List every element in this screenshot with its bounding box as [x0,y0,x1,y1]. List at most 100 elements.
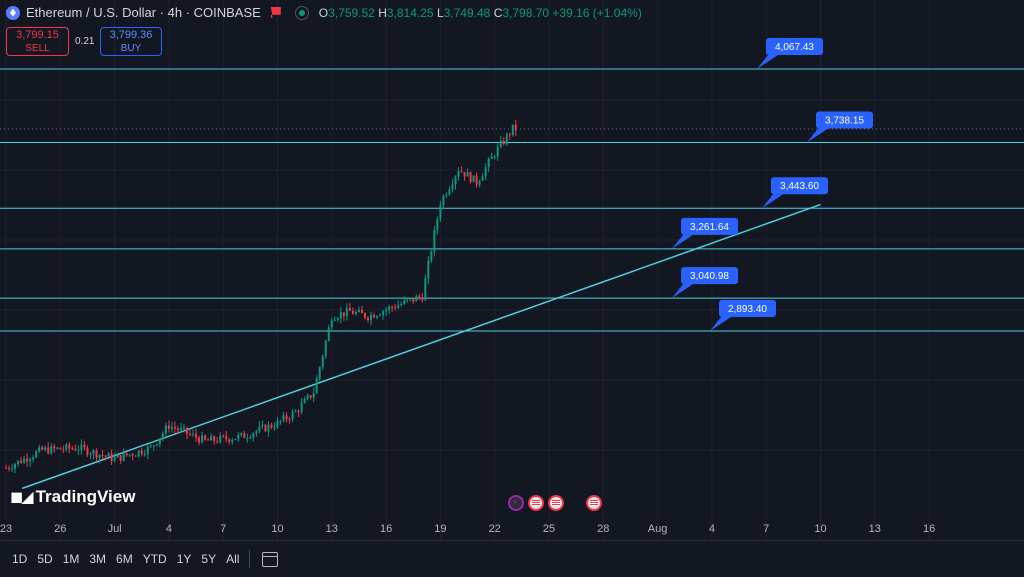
candle-body [442,195,445,206]
candle-body [204,435,207,440]
level-labels[interactable]: 4,067.43 3,738.15 3,443.60 3,261.64 3,040.98… [672,38,873,331]
candle-body [47,447,50,454]
candle-body [490,156,493,159]
candle-body [327,327,330,341]
candle-body [270,424,273,428]
trendline[interactable] [21,203,821,490]
timeframe-1d-button[interactable]: 1D [12,552,28,566]
level-label-box [681,217,738,235]
candle-body [189,433,192,435]
buy-button[interactable]: 3,799.36 BUY [100,27,162,56]
calendar-icon[interactable] [262,551,279,567]
candle-body [424,278,427,301]
candle-body [351,311,354,315]
us-flag-icon[interactable] [548,495,564,511]
level-label-text: 2,893.40 [728,304,767,315]
candle-body [418,296,421,298]
candle-body [195,433,198,438]
candle-body [508,134,511,136]
candle-body [228,439,231,442]
timeframe-1y-button[interactable]: 1Y [176,552,192,566]
candle-body [255,431,258,434]
level-label-text: 3,261.64 [690,222,729,233]
candle-body [487,158,490,168]
candle-body [167,425,170,429]
candle-body [164,425,167,434]
candle-body [376,315,379,318]
candle-body [472,175,475,183]
candle-body [20,460,23,463]
timeframe-5y-button[interactable]: 5Y [201,552,217,566]
candle-body [56,447,59,449]
time-axis-label: 26 [54,523,67,535]
candle-body [502,140,505,144]
timeframe-1m-button[interactable]: 1M [62,552,80,566]
ohlc-values: O3,759.52 H3,814.25 L3,749.48 C3,798.70 … [319,6,642,20]
candle-body [246,437,249,439]
candle-body [345,308,348,317]
candle-body [439,205,442,219]
candle-body [38,447,41,452]
candle-body [363,313,366,318]
timeframe-ytd-button[interactable]: YTD [142,552,167,566]
candle-body [460,171,463,173]
us-flag-icon[interactable] [586,495,602,511]
candle-body [107,453,110,457]
buy-price: 3,799.36 [109,29,153,41]
candle-body [303,398,306,404]
candle-body [92,450,95,455]
market-status-icon[interactable] [294,5,309,20]
lightning-icon[interactable] [508,495,524,511]
candle-body [179,428,182,431]
timeframe-buttons: 1D 5D 1M 3M 6M YTD 1Y 5Y All [0,552,240,566]
horizontal-levels[interactable] [0,68,1024,332]
candle-body [454,176,457,185]
timeframe-6m-button[interactable]: 6M [116,552,133,566]
candle-body [478,180,481,185]
candle-body [140,450,143,455]
level-label-text: 3,738.15 [825,115,864,126]
candle-body [26,458,29,462]
candle-body [321,355,324,368]
candle-body [379,315,382,317]
timeframe-all-button[interactable]: All [226,552,240,566]
candle-body [158,438,161,445]
candle-body [463,172,466,177]
candle-body [282,415,285,421]
candle-body [403,300,406,304]
candle-body [104,455,107,457]
price-chart[interactable]: 4,067.43 3,738.15 3,443.60 3,261.64 3,040.98… [0,0,1024,540]
flag-icon[interactable] [270,7,281,18]
candle-body [267,424,270,432]
ethereum-icon[interactable] [6,5,20,20]
candle-body [119,455,122,461]
candle-body [466,172,469,177]
candle-body [499,140,502,147]
candle-body [137,450,140,456]
label-pointer [757,55,778,69]
time-axis-label: 25 [542,523,556,535]
timeframe-5d-button[interactable]: 5D [37,552,53,566]
us-flag-icon[interactable] [528,495,544,511]
candle-body [273,427,276,429]
label-pointer [672,284,693,299]
candle-body [240,433,243,435]
timeframe-3m-button[interactable]: 3M [89,552,107,566]
high-label: H [378,5,387,20]
candle-body [5,467,7,469]
sell-button[interactable]: 3,799.15 SELL [6,27,69,56]
change-value: +39.16 (+1.04%) [552,5,642,20]
open-label: O [318,5,329,20]
candle-body [505,134,508,144]
candle-body [234,438,237,440]
candle-body [101,454,104,456]
candle-body [258,426,261,432]
close-label: C [493,5,503,20]
tradingview-logo[interactable]: ◼◢ TradingView [10,487,135,507]
time-axis-label: 13 [325,523,338,535]
symbol-title[interactable]: Ethereum / U.S. Dollar · 4h · COINBASE [26,5,261,20]
candle-body [128,454,131,456]
candle-body [122,453,125,461]
candle-body [360,309,363,314]
candle-body [131,454,134,456]
